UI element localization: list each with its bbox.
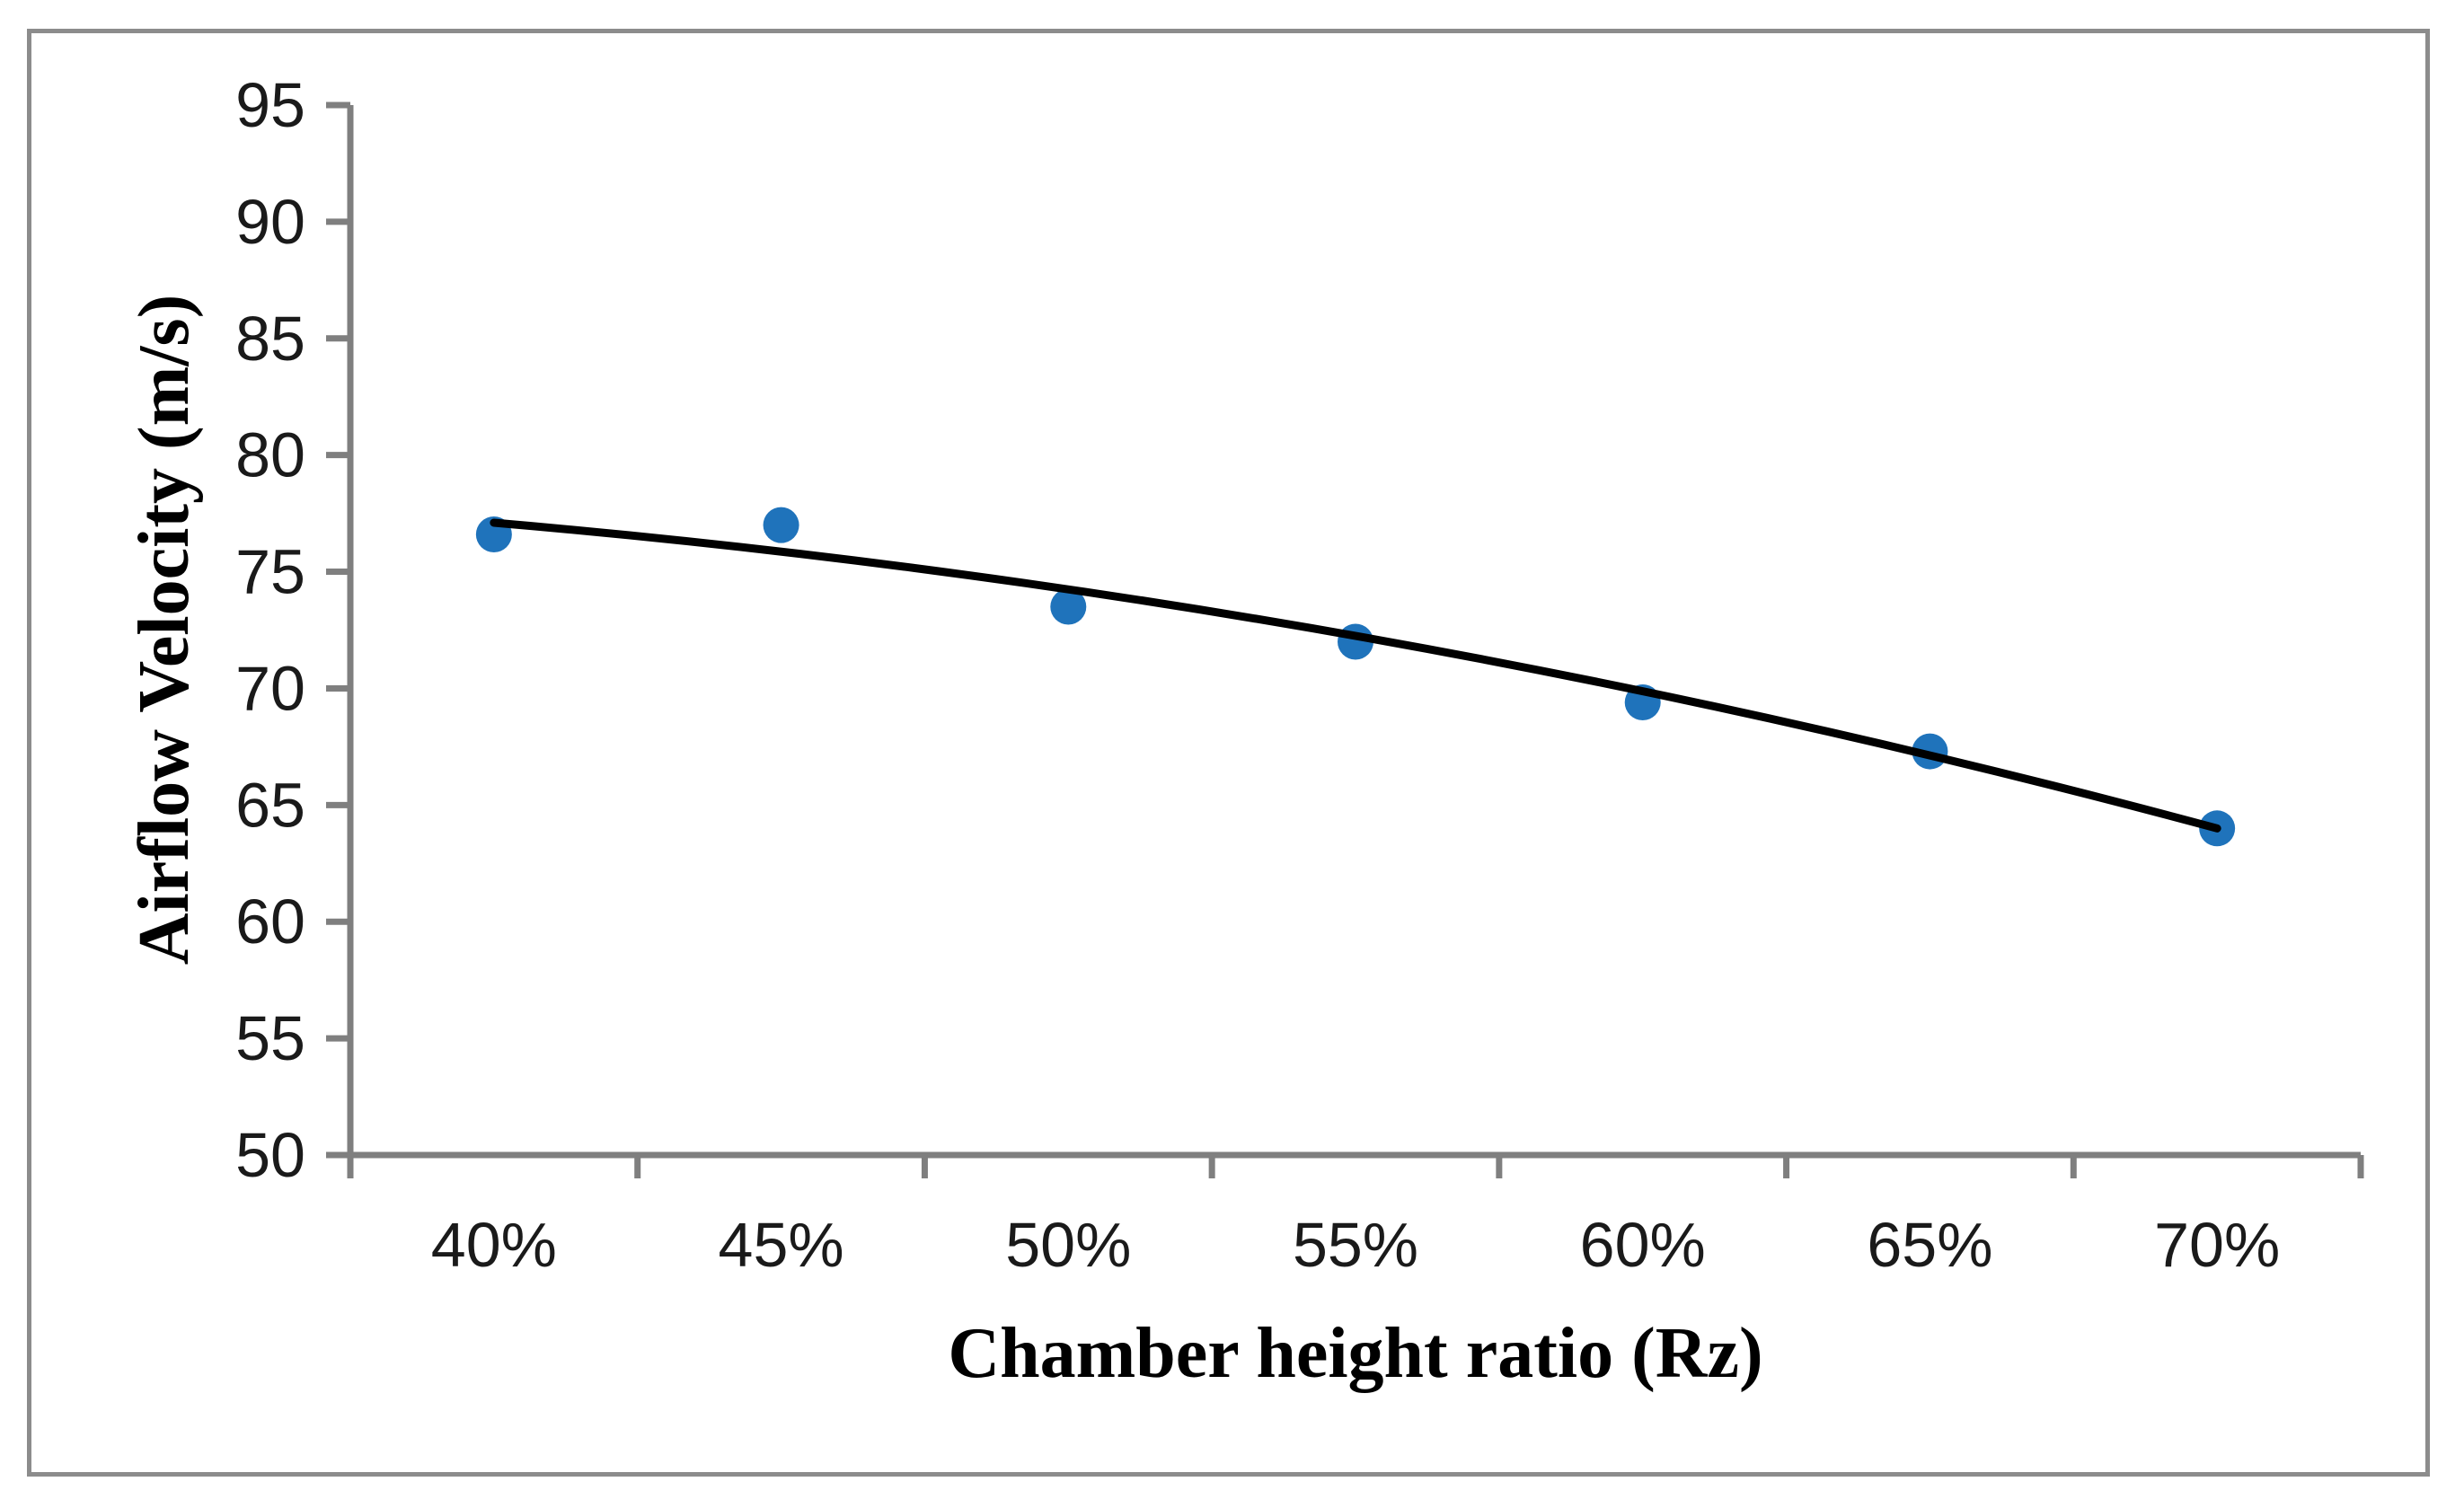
y-tick-label: 55 xyxy=(235,1003,305,1073)
x-tick-label: 55% xyxy=(1293,1210,1418,1280)
y-tick-label: 85 xyxy=(235,304,305,374)
x-tick-label: 70% xyxy=(2154,1210,2280,1280)
plot-area: 50 55 60 65 70 75 80 85 90 95 40% 45% 50% 55% 60% 65% 70… xyxy=(235,70,2364,1280)
chart-border-frame xyxy=(27,29,2430,1477)
y-tick-label: 95 xyxy=(235,70,305,140)
x-tick-label: 40% xyxy=(431,1210,557,1280)
x-tick-label: 50% xyxy=(1005,1210,1131,1280)
x-tick-label: 45% xyxy=(719,1210,844,1280)
data-point xyxy=(1050,588,1087,625)
x-tick-label: 65% xyxy=(1867,1210,1992,1280)
y-tick-label: 60 xyxy=(235,886,305,957)
trendline xyxy=(490,518,2221,833)
y-tick-label: 75 xyxy=(235,537,305,607)
y-tick-label: 90 xyxy=(235,187,305,257)
y-axis-title: Airflow Velocity (m/s) xyxy=(125,295,204,966)
x-tick-label: 60% xyxy=(1580,1210,1706,1280)
y-tick-label: 70 xyxy=(235,653,305,723)
data-point xyxy=(763,507,799,543)
x-axis-title: Chamber height ratio (Rz) xyxy=(948,1314,1762,1393)
y-tick-label: 80 xyxy=(235,420,305,490)
y-tick-label: 65 xyxy=(235,770,305,840)
y-tick-label: 50 xyxy=(235,1120,305,1190)
